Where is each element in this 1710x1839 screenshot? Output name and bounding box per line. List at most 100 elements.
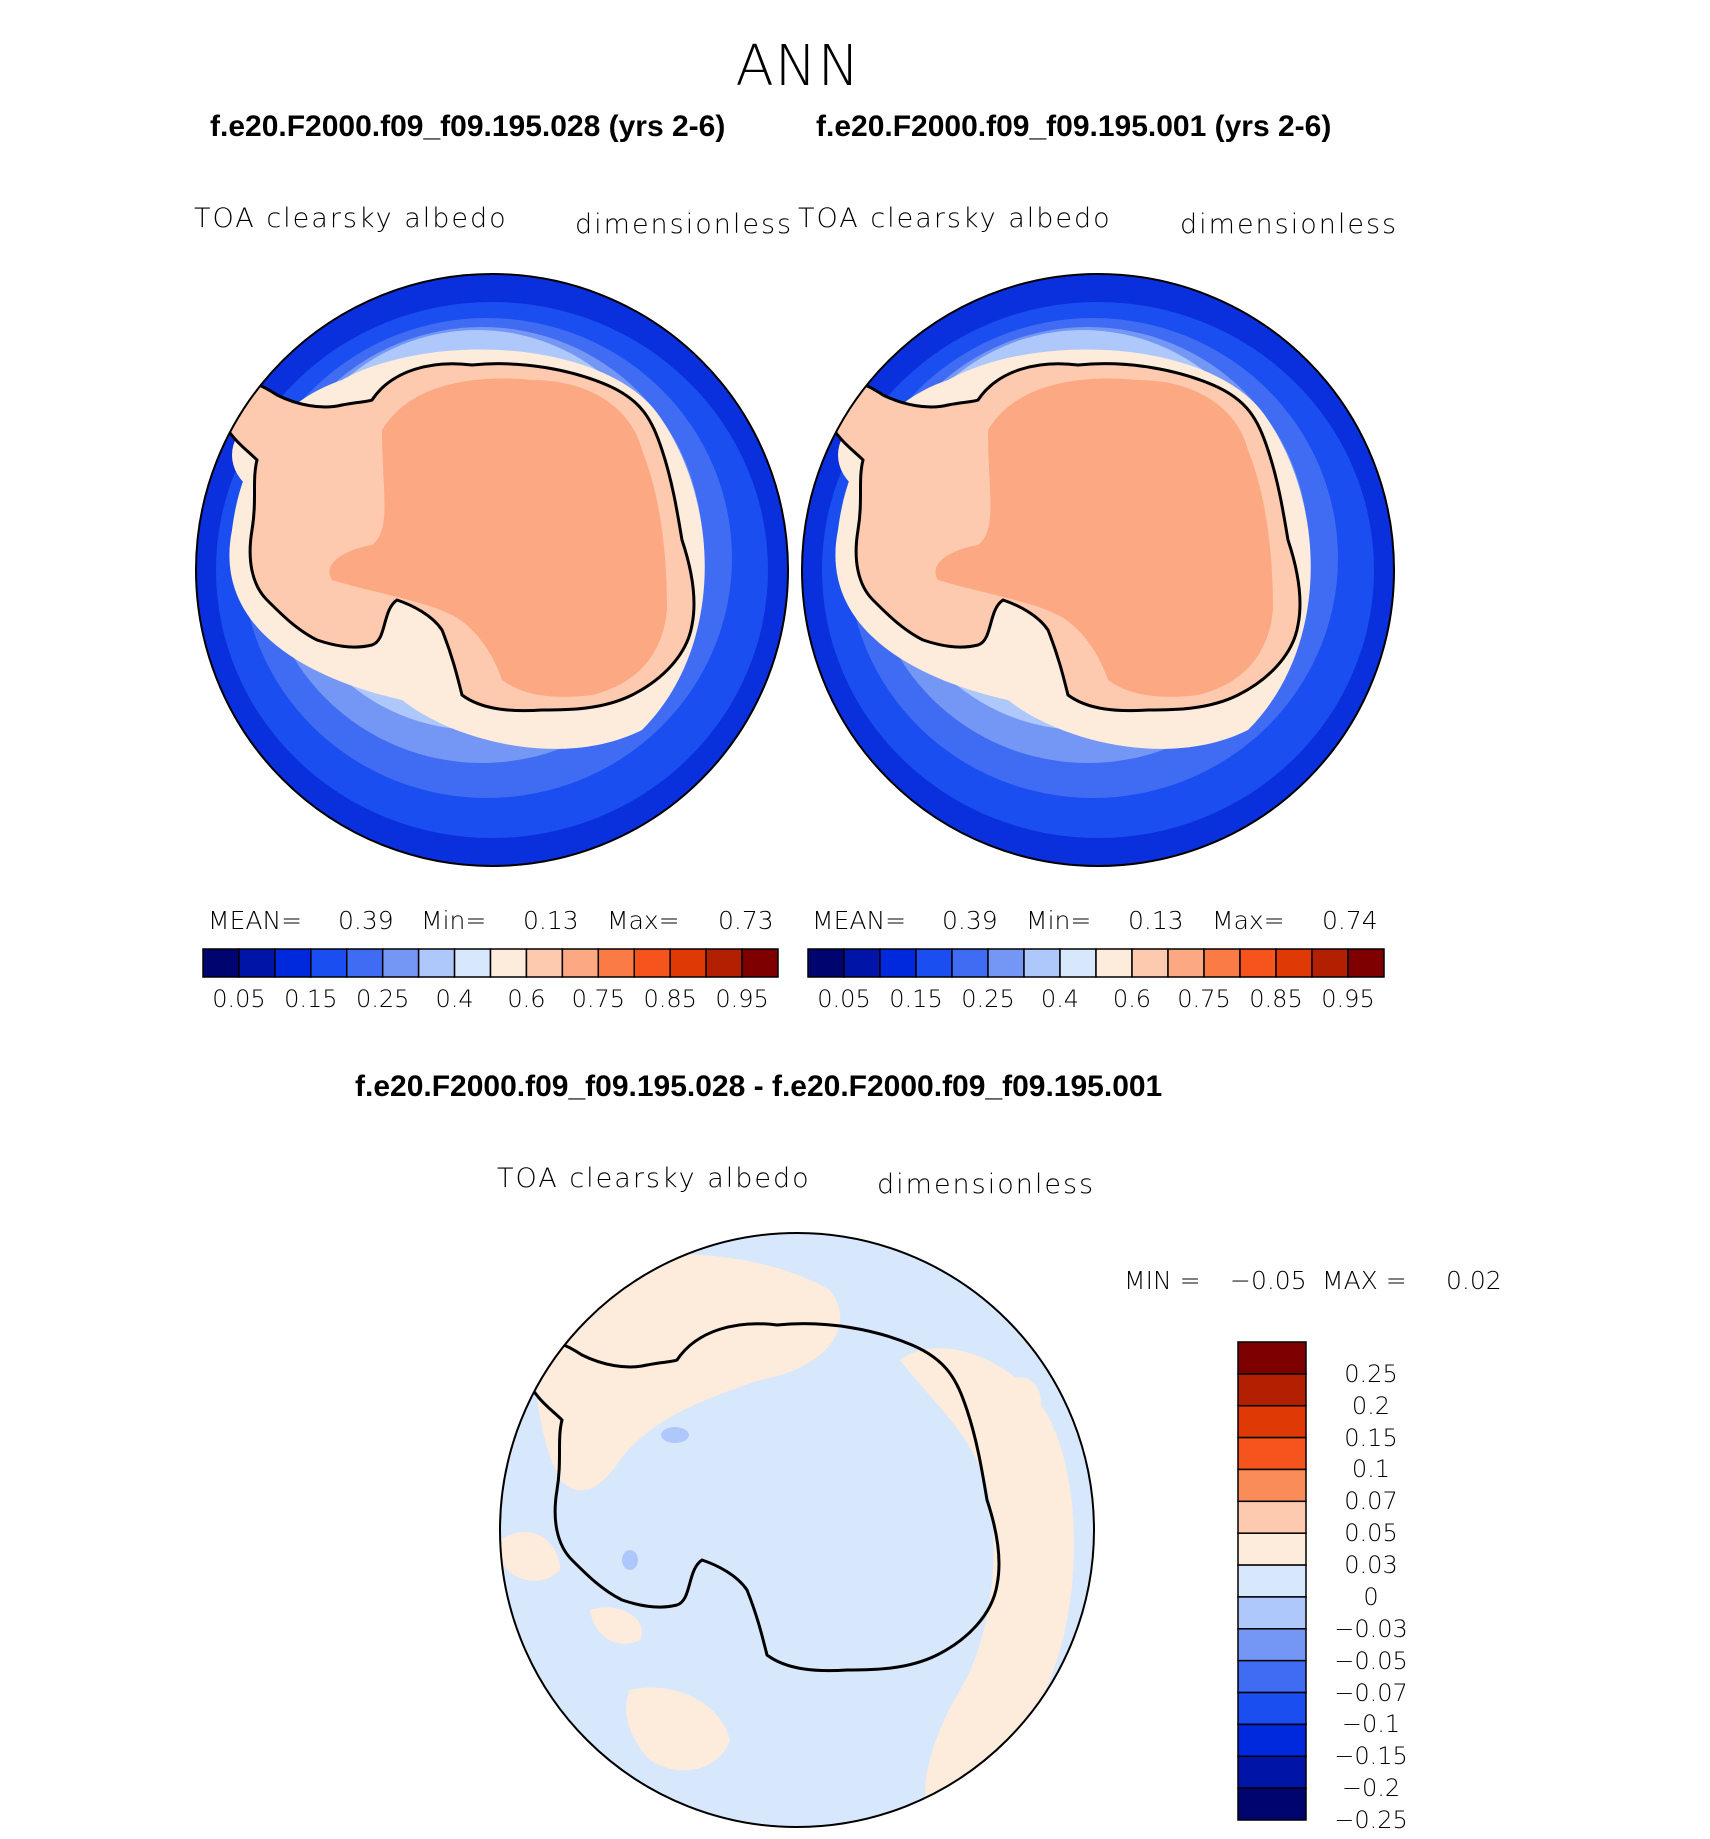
difference-colorbar-tick-label: −0.03 [1334, 1614, 1408, 1643]
panel-1-colorbar-swatch [346, 948, 384, 978]
difference-colorbar-tick-label: 0.03 [1344, 1551, 1398, 1580]
panel-1-colorbar-swatch [705, 948, 743, 978]
panel-1-colorbar [202, 948, 779, 978]
panel-1-colorbar-swatch [381, 948, 420, 978]
difference-map [500, 1233, 1094, 1827]
panel-1-colorbar-swatch [238, 948, 276, 978]
difference-title: f.e20.F2000.f09_f09.195.028 - f.e20.F200… [355, 1070, 1163, 1103]
difference-colorbar-tick-label: −0.05 [1334, 1646, 1408, 1675]
panel-2-colorbar-swatch [1095, 948, 1133, 978]
difference-colorbar-tick-label: 0.07 [1344, 1487, 1398, 1516]
panel-2-case-title: f.e20.F2000.f09_f09.195.001 (yrs 2-6) [816, 110, 1332, 143]
difference-colorbar-tick-label: 0.1 [1351, 1455, 1391, 1484]
difference-colorbar-swatch [1237, 1404, 1307, 1439]
panel-2-colorbar-swatch [1167, 948, 1205, 978]
season-title: ANN [735, 34, 861, 99]
panel-1-mean-value: 0.39 [338, 906, 394, 935]
panel-1-min-value: 0.13 [523, 906, 579, 935]
panel-1-colorbar-tick-label: 0.05 [212, 985, 266, 1013]
difference-colorbar-swatch [1237, 1723, 1307, 1758]
difference-colorbar-tick-label: −0.1 [1341, 1710, 1401, 1739]
difference-max-label: MAX = [1322, 1266, 1407, 1295]
panel-2-min-value: 0.13 [1128, 906, 1184, 935]
panel-2-colorbar-tick-label: 0.25 [961, 985, 1015, 1013]
panel-1-colorbar-swatch [310, 948, 348, 978]
panel-2-colorbar [807, 948, 1385, 978]
panel-2-colorbar-tick-label: 0.05 [817, 985, 871, 1013]
difference-min-label: MIN = [1124, 1266, 1201, 1295]
panel-2-colorbar-tick-label: 0.4 [1040, 985, 1080, 1013]
panel-1-colorbar-swatch [633, 948, 671, 978]
panel-2-colorbar-swatch [1275, 948, 1313, 978]
difference-variable-label: TOA clearsky albedo [497, 1163, 811, 1194]
panel-2-colorbar-swatch [1239, 948, 1277, 978]
difference-colorbar-tick-label: 0 [1363, 1582, 1379, 1611]
panel-2-mean-label: MEAN= [812, 906, 907, 935]
difference-colorbar-tick-label: −0.15 [1334, 1742, 1408, 1771]
panel-1-max-label: Max= [607, 906, 680, 935]
panel-2-colorbar-tick-label: 0.15 [889, 985, 943, 1013]
panel-1-map-border [195, 273, 789, 867]
difference-min-value: −0.05 [1230, 1266, 1307, 1295]
panel-1-colorbar-swatch [274, 948, 312, 978]
panel-2-colorbar-tick-label: 0.75 [1177, 985, 1231, 1013]
difference-colorbar-swatch [1237, 1500, 1307, 1534]
panel-2-units-label: dimensionless [1180, 209, 1399, 240]
panel-2-min-label: Min= [1026, 906, 1092, 935]
difference-colorbar-swatch [1237, 1628, 1307, 1662]
panel-1-min-label: Min= [421, 906, 487, 935]
difference-colorbar-swatch [1237, 1373, 1307, 1407]
panel-1-units-label: dimensionless [575, 209, 794, 240]
panel-2-mean-value: 0.39 [942, 906, 998, 935]
panel-1-colorbar-swatch [202, 948, 240, 978]
panel-2-colorbar-swatch [1203, 948, 1241, 978]
difference-map-border [499, 1232, 1095, 1828]
difference-colorbar-swatch [1237, 1755, 1307, 1789]
panel-2-map [802, 274, 1394, 866]
panel-2-colorbar-swatch [1131, 948, 1169, 978]
panel-2-colorbar-tick-label: 0.95 [1321, 985, 1375, 1013]
panel-2-variable-label: TOA clearsky albedo [798, 203, 1112, 234]
panel-2-colorbar-swatch [1059, 948, 1097, 978]
panel-1-colorbar-tick-label: 0.95 [715, 985, 769, 1013]
difference-colorbar-tick-label: 0.05 [1344, 1519, 1398, 1548]
panel-2-colorbar-swatch [987, 948, 1025, 978]
panel-1-colorbar-swatch [489, 948, 528, 978]
panel-1-case-title: f.e20.F2000.f09_f09.195.028 (yrs 2-6) [210, 110, 726, 143]
panel-2-colorbar-swatch [951, 948, 989, 978]
difference-colorbar-swatch [1237, 1341, 1307, 1375]
panel-2-colorbar-swatch [843, 948, 881, 978]
difference-colorbar-tick-label: 0.2 [1351, 1391, 1391, 1420]
panel-1-colorbar-tick-label: 0.85 [643, 985, 697, 1013]
panel-2-colorbar-swatch [1347, 948, 1385, 978]
panel-1-colorbar-tick-label: 0.15 [284, 985, 338, 1013]
panel-2-map-border [801, 273, 1395, 867]
panel-1-variable-label: TOA clearsky albedo [194, 203, 508, 234]
difference-colorbar-swatch [1237, 1564, 1307, 1598]
difference-units-label: dimensionless [877, 1169, 1096, 1200]
panel-1-colorbar-swatch [417, 948, 456, 978]
panel-1-colorbar-tick-label: 0.6 [507, 985, 546, 1013]
difference-colorbar [1237, 1341, 1307, 1821]
difference-colorbar-tick-label: −0.25 [1334, 1806, 1408, 1834]
difference-colorbar-swatch [1237, 1436, 1307, 1471]
panel-2-max-label: Max= [1212, 906, 1285, 935]
difference-colorbar-swatch [1237, 1532, 1307, 1566]
difference-colorbar-tick-label: 0.15 [1344, 1423, 1398, 1452]
panel-1-colorbar-swatch [741, 948, 779, 978]
panel-1-mean-label: MEAN= [208, 906, 303, 935]
panel-2-colorbar-swatch [1311, 948, 1349, 978]
panel-2-colorbar-swatch [879, 948, 917, 978]
panel-1-colorbar-swatch [525, 948, 564, 978]
difference-colorbar-swatch [1237, 1596, 1307, 1630]
difference-colorbar-swatch [1237, 1659, 1307, 1694]
panel-1-colorbar-tick-label: 0.25 [355, 985, 410, 1013]
difference-colorbar-tick-label: −0.07 [1334, 1678, 1408, 1707]
panel-1-colorbar-tick-label: 0.75 [571, 985, 626, 1013]
panel-1-max-value: 0.73 [718, 906, 774, 935]
panel-2-colorbar-swatch [1023, 948, 1061, 978]
panel-1-map [196, 274, 788, 866]
panel-1-colorbar-swatch [561, 948, 600, 978]
panel-2-colorbar-tick-label: 0.6 [1112, 985, 1152, 1013]
